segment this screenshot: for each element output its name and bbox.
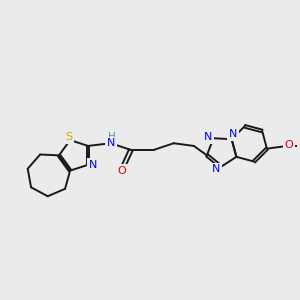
Text: O: O — [117, 166, 126, 176]
Text: N: N — [212, 164, 220, 174]
Text: N: N — [229, 129, 237, 139]
Text: N: N — [89, 160, 97, 170]
Text: N: N — [106, 138, 115, 148]
Text: S: S — [65, 132, 72, 142]
Text: H: H — [108, 131, 116, 142]
Text: O: O — [285, 140, 293, 150]
Text: N: N — [204, 132, 212, 142]
